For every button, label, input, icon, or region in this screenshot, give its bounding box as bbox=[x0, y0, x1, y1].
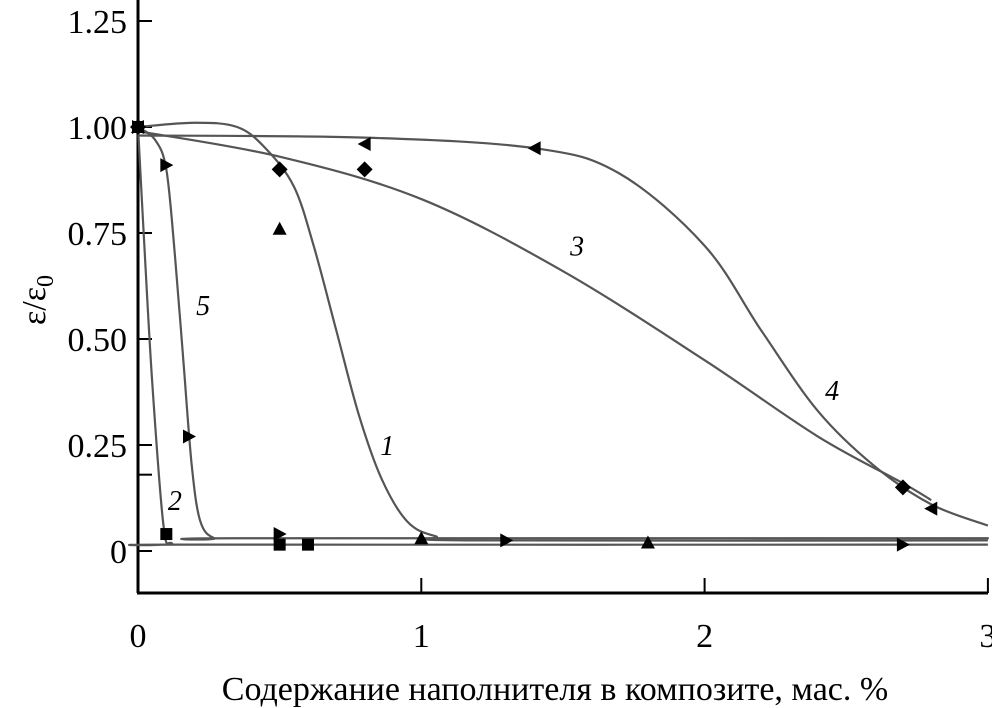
curve-label-3: 3 bbox=[569, 232, 584, 263]
curve-label-5: 5 bbox=[196, 291, 210, 322]
marker-5 bbox=[132, 120, 145, 134]
curve-label-4: 4 bbox=[825, 376, 839, 407]
marker-4 bbox=[357, 136, 371, 151]
y-tick-label: 1.25 bbox=[68, 4, 128, 41]
curve-1 bbox=[137, 121, 988, 542]
y-tick-label: 0.75 bbox=[68, 216, 128, 253]
marker-5 bbox=[896, 537, 910, 552]
marker-4 bbox=[527, 141, 541, 156]
marker-2 bbox=[160, 528, 173, 541]
marker-1 bbox=[414, 531, 429, 545]
marker-3 bbox=[356, 161, 373, 178]
y-tick-label: 0.25 bbox=[68, 428, 128, 465]
marker-5 bbox=[500, 533, 514, 548]
x-tick-label: 2 bbox=[696, 618, 713, 655]
curve-2 bbox=[128, 126, 988, 547]
curve-label-2: 2 bbox=[168, 486, 182, 517]
curve-5 bbox=[137, 126, 989, 541]
marker-5 bbox=[160, 158, 174, 173]
marker-2 bbox=[273, 538, 286, 551]
svg-text:ε/ε0: ε/ε0 bbox=[16, 275, 59, 325]
y-tick-label: 0.50 bbox=[68, 322, 128, 359]
curve-4 bbox=[137, 134, 989, 527]
curve-label-1: 1 bbox=[380, 431, 394, 462]
x-tick-label: 3 bbox=[979, 618, 992, 655]
x-tick-label: 1 bbox=[413, 618, 430, 655]
marker-5 bbox=[182, 429, 196, 444]
x-tick-label: 0 bbox=[130, 618, 147, 655]
y-axis-label: ε/ε0 bbox=[16, 275, 59, 325]
x-axis-label: Содержание наполнителя в композите, мас.… bbox=[222, 671, 888, 708]
y-tick-label: 1.00 bbox=[68, 110, 128, 147]
axes bbox=[136, 0, 988, 595]
marker-1 bbox=[272, 221, 287, 235]
marker-2 bbox=[301, 538, 314, 551]
y-tick-label: 0 bbox=[110, 534, 127, 571]
marker-1 bbox=[640, 535, 655, 549]
marker-5 bbox=[273, 527, 287, 542]
marker-3 bbox=[894, 479, 911, 496]
marker-4 bbox=[924, 501, 938, 516]
curve-3 bbox=[137, 130, 932, 502]
marker-3 bbox=[271, 161, 288, 178]
